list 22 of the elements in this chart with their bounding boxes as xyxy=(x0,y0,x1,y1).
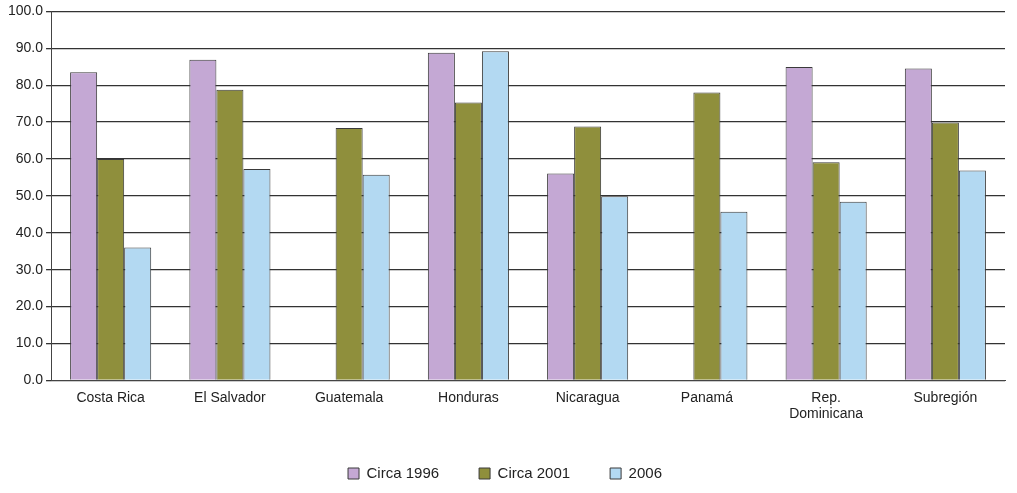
y-tick-label: 80.0 xyxy=(15,76,44,93)
y-tick-label: 60.0 xyxy=(15,149,44,166)
legend-label: 2006 xyxy=(628,463,662,481)
y-tick-label: 90.0 xyxy=(15,39,44,56)
x-tick-label: Costa Rica xyxy=(76,388,146,405)
x-tick-label: Panamá xyxy=(680,388,734,405)
legend-label: Circa 1996 xyxy=(366,463,440,481)
x-tick-label: Rep. Dominicana xyxy=(789,388,864,422)
legend-label: Circa 2001 xyxy=(497,463,571,481)
x-tick-label: Subregión xyxy=(913,388,978,405)
y-tick-label: 10.0 xyxy=(15,334,44,351)
y-tick-label: 20.0 xyxy=(15,297,44,314)
y-tick-label: 0.0 xyxy=(23,371,44,388)
x-tick-label: Guatemala xyxy=(314,388,384,405)
y-tick-label: 70.0 xyxy=(15,112,44,129)
y-tick-label: 30.0 xyxy=(15,260,44,277)
x-tick-label: El Salvador xyxy=(194,388,267,405)
y-tick-label: 100.0 xyxy=(7,2,44,19)
y-tick-label: 50.0 xyxy=(15,186,44,203)
x-tick-label: Nicaragua xyxy=(555,388,620,405)
x-tick-label: Honduras xyxy=(438,388,499,405)
y-tick-label: 40.0 xyxy=(15,223,44,240)
